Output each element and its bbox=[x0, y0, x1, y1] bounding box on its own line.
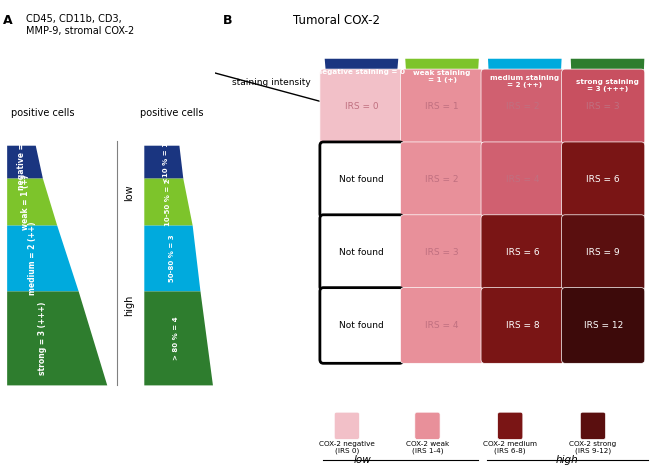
Text: A: A bbox=[3, 14, 12, 27]
Text: IRS = 6: IRS = 6 bbox=[506, 248, 540, 257]
Text: COX-2 medium
(IRS 6-8): COX-2 medium (IRS 6-8) bbox=[483, 441, 537, 454]
FancyBboxPatch shape bbox=[562, 142, 645, 218]
FancyBboxPatch shape bbox=[415, 412, 440, 439]
Text: IRS = 1: IRS = 1 bbox=[425, 102, 459, 111]
Polygon shape bbox=[7, 146, 43, 179]
Text: > 80 % = 4: > 80 % = 4 bbox=[174, 317, 179, 360]
Text: B: B bbox=[223, 14, 233, 27]
FancyBboxPatch shape bbox=[481, 69, 564, 145]
Text: 10-50 % = 2: 10-50 % = 2 bbox=[164, 178, 171, 226]
FancyBboxPatch shape bbox=[562, 215, 645, 290]
Polygon shape bbox=[325, 59, 398, 85]
Text: COX-2 negative
(IRS 0): COX-2 negative (IRS 0) bbox=[319, 441, 375, 454]
Polygon shape bbox=[7, 179, 57, 226]
Text: <10 % = 1: <10 % = 1 bbox=[162, 141, 169, 183]
Polygon shape bbox=[7, 226, 79, 291]
Text: Not found: Not found bbox=[339, 248, 384, 257]
Text: IRS = 2: IRS = 2 bbox=[425, 175, 459, 184]
FancyBboxPatch shape bbox=[400, 215, 484, 290]
Text: strong = 3 (+++): strong = 3 (+++) bbox=[38, 302, 47, 375]
Text: 50-80 % = 3: 50-80 % = 3 bbox=[170, 235, 176, 282]
Polygon shape bbox=[144, 226, 200, 291]
FancyBboxPatch shape bbox=[400, 288, 484, 363]
Text: IRS = 0: IRS = 0 bbox=[344, 102, 378, 111]
Text: Not found: Not found bbox=[339, 321, 384, 330]
FancyBboxPatch shape bbox=[320, 142, 403, 218]
Text: IRS = 9: IRS = 9 bbox=[586, 248, 620, 257]
Text: medium = 2 (++): medium = 2 (++) bbox=[28, 222, 36, 295]
Text: positive cells: positive cells bbox=[12, 108, 75, 118]
Text: Tumoral COX-2: Tumoral COX-2 bbox=[293, 14, 380, 27]
Text: positive cells: positive cells bbox=[140, 108, 204, 118]
Polygon shape bbox=[571, 59, 644, 113]
Text: negative staining = 0: negative staining = 0 bbox=[317, 69, 406, 75]
FancyBboxPatch shape bbox=[400, 69, 484, 145]
Text: IRS = 12: IRS = 12 bbox=[584, 321, 623, 330]
FancyBboxPatch shape bbox=[562, 288, 645, 363]
FancyBboxPatch shape bbox=[562, 69, 645, 145]
Text: IRS = 3: IRS = 3 bbox=[425, 248, 459, 257]
FancyBboxPatch shape bbox=[580, 412, 606, 439]
Text: IRS = 8: IRS = 8 bbox=[506, 321, 540, 330]
Text: medium staining
= 2 (++): medium staining = 2 (++) bbox=[490, 75, 560, 87]
Text: weak = 1 (+): weak = 1 (+) bbox=[21, 174, 29, 230]
FancyBboxPatch shape bbox=[320, 288, 403, 363]
Text: IRS = 2: IRS = 2 bbox=[506, 102, 540, 111]
Text: Not found: Not found bbox=[339, 175, 384, 184]
FancyBboxPatch shape bbox=[400, 142, 484, 218]
Text: COX-2 strong
(IRS 9-12): COX-2 strong (IRS 9-12) bbox=[569, 441, 617, 454]
FancyBboxPatch shape bbox=[481, 215, 564, 290]
Polygon shape bbox=[7, 291, 107, 385]
FancyBboxPatch shape bbox=[334, 412, 359, 439]
Text: low: low bbox=[354, 455, 371, 465]
Text: CD45, CD11b, CD3,
MMP-9, stromal COX-2: CD45, CD11b, CD3, MMP-9, stromal COX-2 bbox=[26, 14, 134, 36]
Polygon shape bbox=[144, 146, 183, 179]
Text: IRS = 3: IRS = 3 bbox=[586, 102, 620, 111]
FancyBboxPatch shape bbox=[481, 142, 564, 218]
Text: weak staining
= 1 (+): weak staining = 1 (+) bbox=[413, 70, 471, 83]
Text: IRS = 6: IRS = 6 bbox=[586, 175, 620, 184]
FancyBboxPatch shape bbox=[498, 412, 523, 439]
Text: negative = 0: negative = 0 bbox=[17, 135, 26, 189]
Text: low: low bbox=[124, 184, 134, 201]
FancyBboxPatch shape bbox=[320, 69, 403, 145]
FancyBboxPatch shape bbox=[481, 288, 564, 363]
Text: high: high bbox=[556, 455, 578, 465]
Text: high: high bbox=[124, 295, 134, 316]
Text: IRS = 4: IRS = 4 bbox=[425, 321, 459, 330]
FancyBboxPatch shape bbox=[320, 215, 403, 290]
Text: IRS = 4: IRS = 4 bbox=[506, 175, 540, 184]
Text: COX-2 weak
(IRS 1-4): COX-2 weak (IRS 1-4) bbox=[406, 441, 449, 454]
Polygon shape bbox=[405, 59, 479, 94]
Text: strong staining
= 3 (+++): strong staining = 3 (+++) bbox=[576, 79, 639, 92]
Polygon shape bbox=[144, 179, 192, 226]
Polygon shape bbox=[144, 291, 213, 385]
Text: staining intensity: staining intensity bbox=[232, 78, 311, 86]
Polygon shape bbox=[488, 59, 562, 103]
